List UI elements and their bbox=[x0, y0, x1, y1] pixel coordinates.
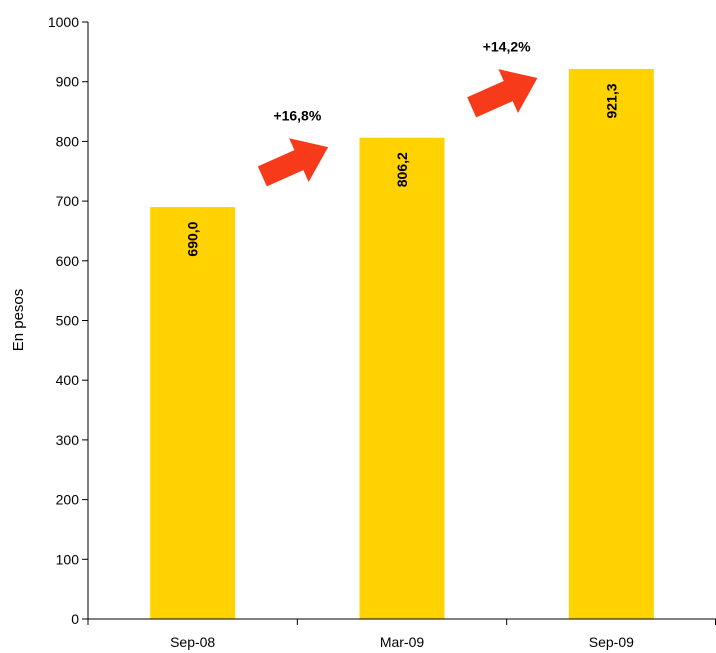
bar-value-label: 690,0 bbox=[185, 221, 201, 256]
bar-value-label: 806,2 bbox=[394, 152, 410, 187]
y-tick-label: 700 bbox=[56, 193, 80, 209]
y-tick-label: 100 bbox=[56, 551, 80, 567]
bar-sep-09 bbox=[568, 68, 654, 620]
y-tick-label: 300 bbox=[56, 432, 80, 448]
bar-mar-09 bbox=[359, 137, 445, 619]
y-tick-label: 0 bbox=[71, 611, 79, 627]
x-tick-label: Mar-09 bbox=[380, 634, 425, 650]
bar-sep-08 bbox=[150, 207, 236, 619]
bar-value-label: 921,3 bbox=[603, 83, 619, 118]
growth-arrow bbox=[467, 69, 538, 118]
growth-arrow bbox=[257, 138, 329, 187]
y-tick-label: 800 bbox=[56, 133, 80, 149]
y-tick-label: 400 bbox=[56, 372, 80, 388]
bars: 690,0 806,2 921,3 bbox=[150, 68, 654, 620]
y-tick-label: 500 bbox=[56, 313, 80, 329]
y-tick-label: 1000 bbox=[48, 14, 79, 30]
y-axis-title: En pesos bbox=[10, 289, 27, 352]
y-axis: 0 100 200 300 400 500 600 700 800 900 1000 bbox=[48, 14, 89, 627]
growth-arrows: +16,8% +14,2% bbox=[257, 38, 538, 187]
growth-label: +16,8% bbox=[273, 107, 321, 123]
x-axis: Sep-08 Mar-09 Sep-09 bbox=[87, 618, 716, 650]
y-tick-label: 900 bbox=[56, 74, 80, 90]
x-tick-label: Sep-09 bbox=[589, 634, 634, 650]
growth-label: +14,2% bbox=[483, 38, 531, 54]
y-tick-label: 200 bbox=[56, 492, 80, 508]
x-tick-label: Sep-08 bbox=[170, 634, 215, 650]
y-tick-label: 600 bbox=[56, 253, 80, 269]
